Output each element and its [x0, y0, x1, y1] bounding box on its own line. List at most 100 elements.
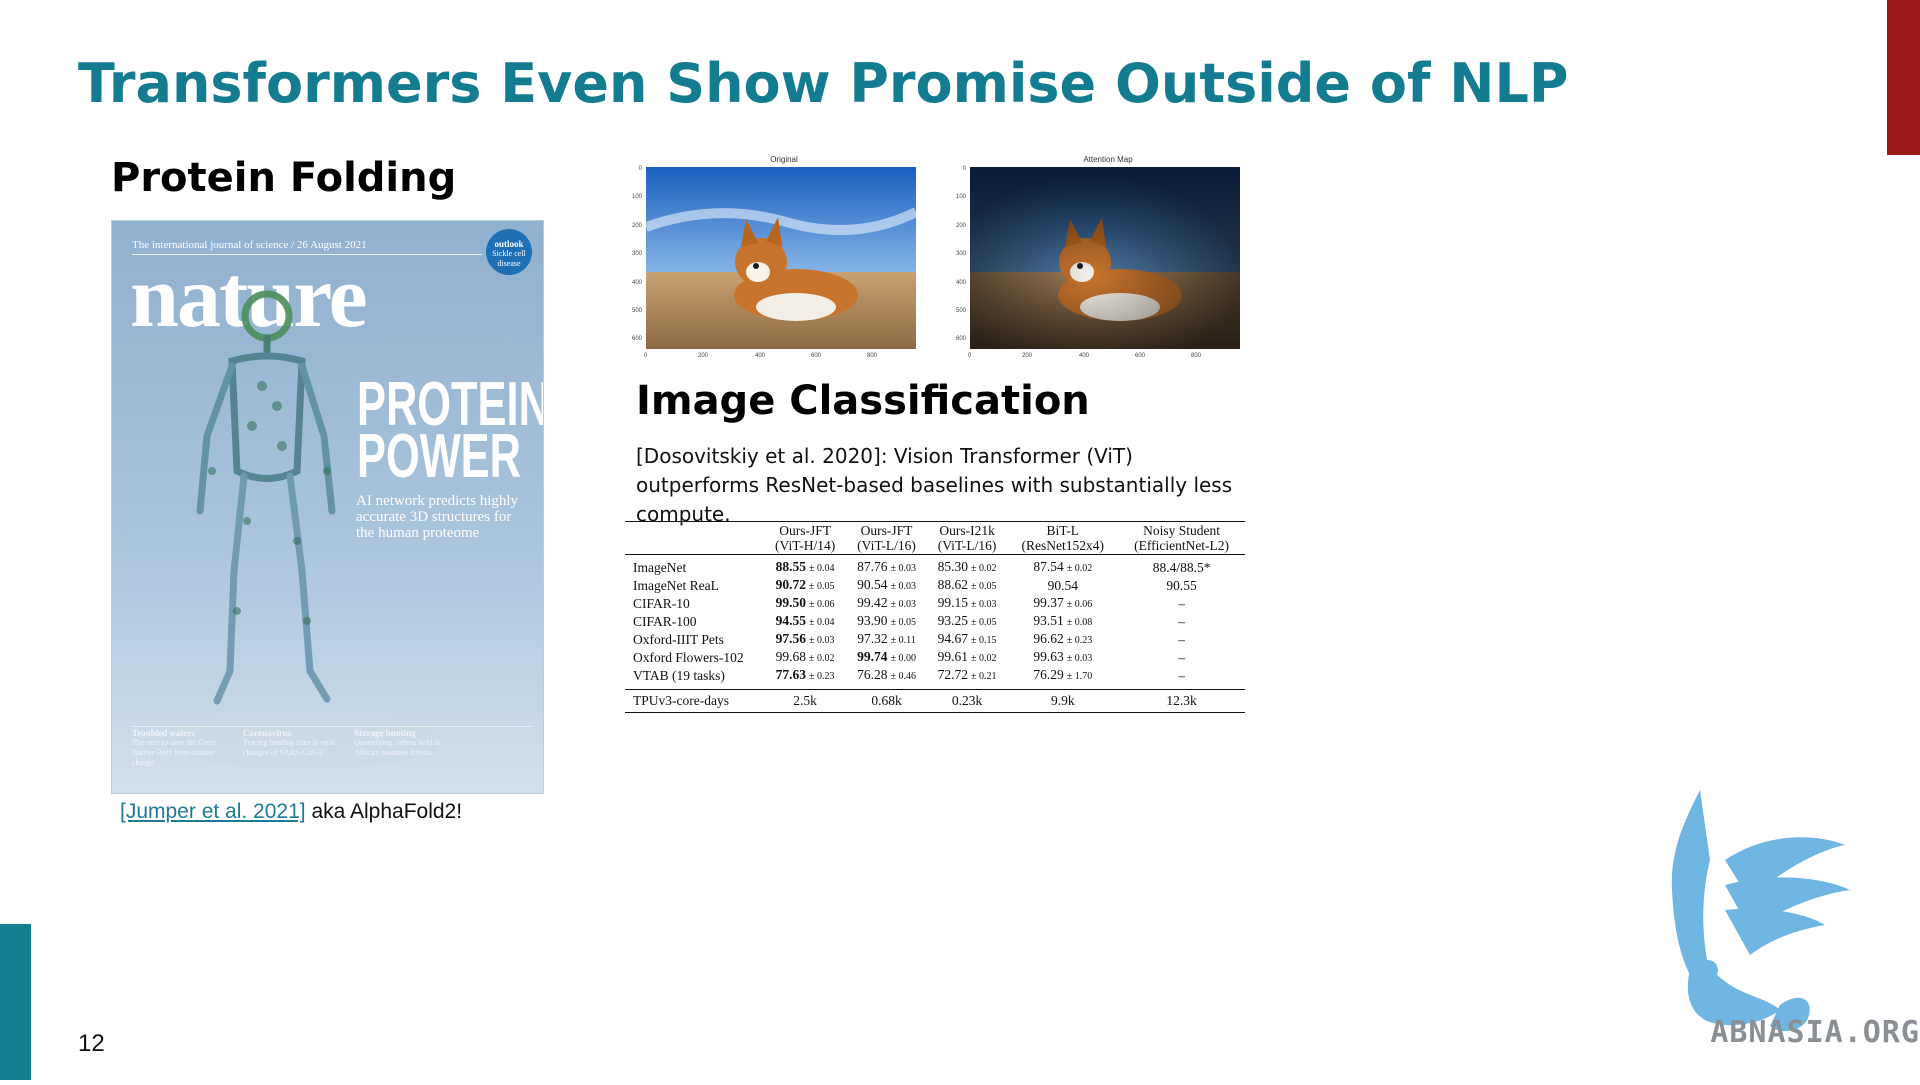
x-tick: 600 [811, 353, 822, 359]
table-cell: 85.30 ± 0.02 [927, 555, 1008, 578]
cell-value: 94.55 [775, 613, 807, 628]
cell-value: 93.25 [937, 613, 969, 628]
cell-value: 77.63 [775, 667, 807, 682]
table-row: ImageNet ReaL 90.72 ± 0.05 90.54 ± 0.03 88.62… [625, 577, 1245, 595]
cell-error: ± 0.03 [809, 635, 835, 646]
citation-suffix: aka AlphaFold2! [305, 800, 463, 823]
cover-tagline: The international journal of science / 2… [132, 239, 367, 251]
table-cell: 94.67 ± 0.15 [927, 631, 1008, 649]
cover-footer-rule [132, 726, 532, 727]
header-line: Ours-JFT [860, 523, 913, 538]
cell-error: ± 0.02 [1066, 563, 1093, 574]
y-tick: 500 [955, 308, 966, 314]
cover-footer-title: Coronavirus [243, 728, 292, 738]
cell-error: ± 0.08 [1066, 617, 1093, 628]
cover-footer-title: Storage hunting [354, 728, 416, 738]
table-cell: 88.4/88.5* [1118, 555, 1245, 578]
cell-value: 99.63 [1033, 649, 1064, 664]
jumper-citation-link[interactable]: [Jumper et al. 2021] [120, 800, 306, 823]
table-cell: 88.55 ± 0.04 [764, 555, 846, 578]
cell-error: ± 0.05 [971, 617, 997, 628]
corgi-attention-image [970, 167, 1240, 349]
slide-title: Transformers Even Show Promise Outside o… [78, 52, 1569, 115]
badge-title: outlook [494, 239, 524, 249]
x-tick: 0 [644, 353, 648, 359]
cell-error: ± 0.03 [971, 599, 997, 610]
header-line: Noisy Student [1143, 523, 1221, 538]
table-cell: 99.42 ± 0.03 [846, 595, 927, 613]
cell-value: 88.4/88.5* [1152, 560, 1211, 575]
table-cell: 96.62 ± 0.23 [1007, 631, 1118, 649]
cell-error: ± 0.03 [890, 581, 916, 592]
table-cell: 0.23k [926, 689, 1008, 713]
cell-value: 99.74 [857, 649, 888, 664]
cell-value: – [1178, 596, 1185, 611]
table-cell: 99.61 ± 0.02 [927, 649, 1008, 667]
row-label: TPUv3-core-days [625, 689, 764, 713]
table-row: TPUv3-core-days 2.5k 0.68k 0.23k 9.9k 12… [625, 689, 1245, 713]
y-tick: 400 [631, 280, 642, 286]
x-tick: 200 [1022, 353, 1033, 359]
cell-error: ± 0.11 [890, 635, 916, 646]
cell-error: ± 0.03 [890, 563, 916, 574]
cell-value: – [1178, 668, 1185, 683]
cell-value: 90.55 [1166, 578, 1197, 593]
y-tick: 100 [631, 194, 642, 200]
table-row: ImageNet 88.55 ± 0.04 87.76 ± 0.03 85.30 ± 0.0… [625, 555, 1245, 578]
table-row: VTAB (19 tasks) 77.63 ± 0.23 76.28 ± 0.46 72.… [625, 667, 1245, 690]
table-header-row: Ours-JFT (ViT-H/14) Ours-JFT (ViT-L/16) Ou… [625, 521, 1245, 555]
cell-value: 97.56 [775, 631, 807, 646]
table-cell: – [1118, 649, 1245, 667]
table-cell: 9.9k [1007, 689, 1119, 713]
row-label: CIFAR-10 [633, 596, 690, 611]
table-cell: – [1118, 667, 1245, 690]
cell-error: ± 0.05 [890, 617, 916, 628]
y-tick: 400 [955, 280, 966, 286]
header-line: (ViT-L/16) [857, 538, 916, 553]
original-image-plot: Original 0 100 200 300 400 500 600 0 200… [628, 155, 940, 371]
table-cell: 12.3k [1118, 689, 1245, 713]
griffin-logo-icon [1671, 790, 1850, 1032]
cover-footer-item: Troubled waters The race to save the Grea… [132, 728, 227, 768]
table-cell: 87.76 ± 0.03 [846, 555, 927, 578]
cover-headline-line1: PROTEIN [357, 370, 544, 439]
table-header-cell [625, 521, 764, 555]
table-cell: 72.72 ± 0.21 [927, 667, 1008, 690]
row-label: VTAB (19 tasks) [633, 668, 725, 683]
plot-title-attention: Attention Map [1083, 155, 1133, 164]
table-cell: 77.63 ± 0.23 [764, 667, 846, 690]
x-tick: 200 [698, 353, 709, 359]
table-cell: 76.28 ± 0.46 [846, 667, 927, 690]
header-line: (ViT-H/14) [775, 538, 836, 553]
cell-error: ± 0.00 [890, 653, 916, 664]
cell-value: 76.28 [857, 667, 888, 682]
cell-error: ± 0.05 [809, 581, 835, 592]
cover-subhead: AI network predicts highly accurate 3D s… [356, 493, 519, 541]
cell-error: ± 0.03 [1066, 653, 1093, 664]
header-line: (ResNet152x4) [1021, 538, 1104, 553]
table-header-cell: Ours-I21k (ViT-L/16) [926, 521, 1008, 555]
cell-value: 90.72 [775, 577, 807, 592]
row-label: CIFAR-100 [633, 614, 697, 629]
cell-value: 99.42 [857, 595, 888, 610]
table-cell: 88.62 ± 0.05 [927, 577, 1008, 595]
y-tick: 0 [638, 166, 642, 172]
table-header-cell: Ours-JFT (ViT-L/16) [846, 521, 927, 555]
table-cell: 90.72 ± 0.05 [764, 577, 846, 595]
logo-text: ABNASIA.ORG [1710, 1015, 1920, 1050]
y-tick: 200 [955, 223, 966, 229]
cell-value: 85.30 [937, 559, 969, 574]
header-line: Ours-JFT [779, 523, 831, 538]
y-tick: 300 [955, 251, 966, 257]
cover-rule [132, 254, 482, 255]
cell-value: 94.67 [937, 631, 969, 646]
vit-description: [Dosovitskiy et al. 2020]: Vision Transf… [636, 444, 1233, 526]
table-cell: 99.15 ± 0.03 [927, 595, 1008, 613]
protein-folding-heading: Protein Folding [111, 155, 457, 201]
row-label: ImageNet [633, 560, 687, 575]
table-row: Oxford Flowers-102 99.68 ± 0.02 99.74 ± 0.00… [625, 649, 1245, 667]
cover-footer-text: Quantifying carbon held in Africa's mont… [354, 738, 441, 757]
table-cell: – [1118, 595, 1245, 613]
x-tick: 600 [1135, 353, 1146, 359]
y-tick: 600 [955, 336, 966, 342]
